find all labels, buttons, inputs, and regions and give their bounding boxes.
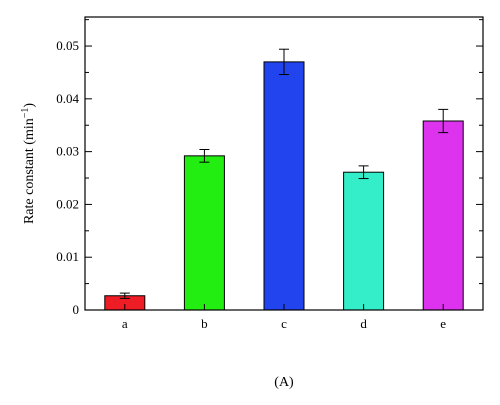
x-tick-label-d: d	[360, 316, 367, 331]
bar-d	[343, 171, 385, 311]
error-bars-group	[119, 48, 449, 299]
y-tick-label: 0.02	[56, 196, 79, 211]
y-axis-label-main: Rate constant (min	[22, 118, 37, 224]
bar-c	[263, 61, 305, 311]
bars-group	[104, 61, 464, 311]
y-axis-label: Rate constant (min−1)	[20, 103, 37, 224]
figure-caption: (A)	[274, 375, 294, 390]
x-tick-label-c: c	[281, 316, 287, 331]
y-tick-label: 0.04	[56, 91, 79, 106]
x-tick-label-b: b	[201, 316, 208, 331]
y-tick-label: 0.01	[56, 249, 79, 264]
y-tick-label: 0.05	[56, 38, 79, 53]
bar-e	[422, 120, 464, 311]
y-tick-label: 0	[73, 302, 80, 317]
y-axis-ticks: 0 0.01 0.02 0.03 0.04 0.05	[56, 19, 483, 317]
bar-b	[183, 155, 225, 311]
y-tick-label: 0.03	[56, 144, 79, 159]
x-tick-label-a: a	[122, 316, 128, 331]
y-axis-label-close: )	[22, 103, 37, 108]
y-axis-label-superscript: −1	[20, 108, 31, 119]
x-tick-label-e: e	[440, 316, 446, 331]
x-axis-ticks: a b c d e	[122, 304, 446, 331]
